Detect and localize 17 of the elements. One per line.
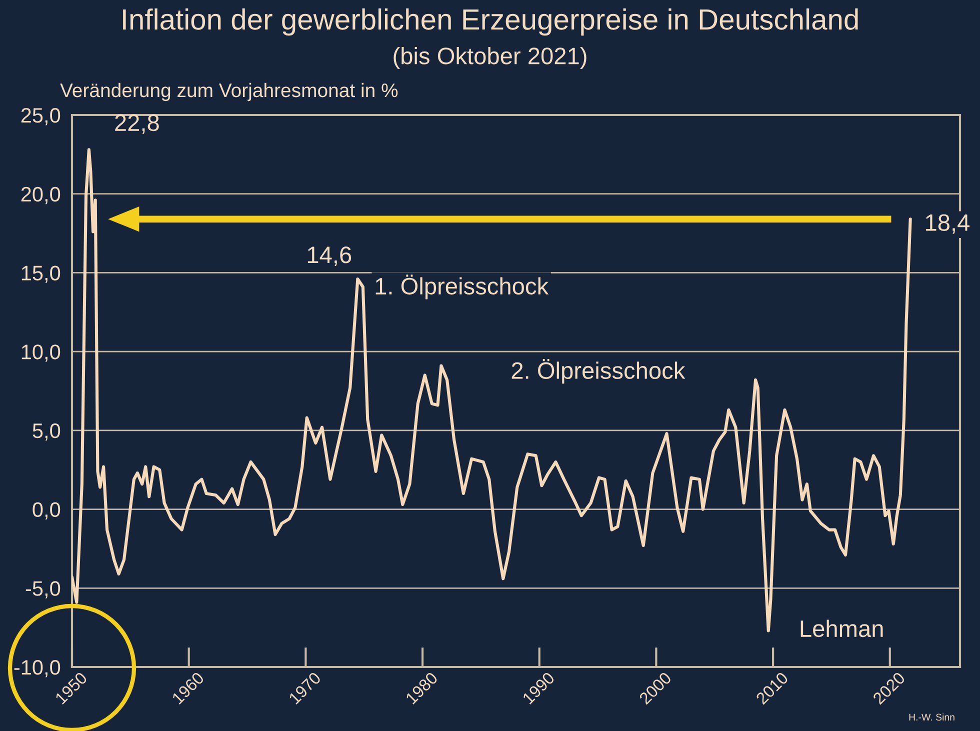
annotation: 2. Ölpreisschock [512, 358, 686, 384]
y-tick-label: 20,0 [21, 186, 60, 204]
chart-title: Inflation der gewerblichen Erzeugerpreise in Deutschland [123, 8, 858, 36]
annotation: 14,6 [308, 246, 352, 266]
y-tick-label: 15,0 [22, 266, 60, 283]
y-tick-label: 10,0 [22, 344, 60, 362]
y-tick-label: -5,0 [26, 581, 60, 598]
y-tick-label: 25,0 [21, 108, 60, 126]
annotation: 22,8 [115, 114, 159, 134]
annotation: 1. Ölpreisschock [376, 274, 549, 300]
y-tick-label: 5,0 [32, 423, 60, 441]
y-tick-label: 0,0 [32, 502, 60, 520]
y-axis-title: Veränderung zum Vorjahresmonat in % [60, 82, 398, 102]
chart-subtitle: (bis Oktober 2021) [394, 46, 586, 69]
annotation: 18,4 [926, 214, 970, 234]
annotation: Lehman [800, 620, 883, 638]
text: H.-W. Sinn [909, 713, 954, 721]
